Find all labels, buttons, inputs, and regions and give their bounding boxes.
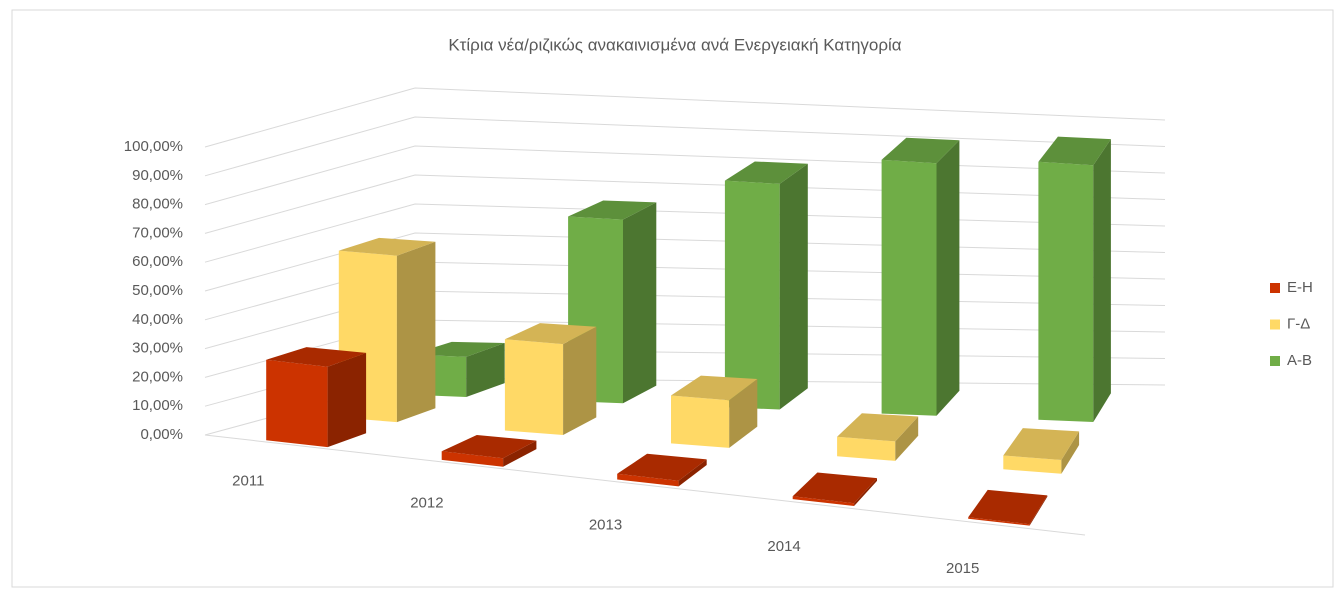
bar bbox=[504, 323, 597, 435]
bar-front bbox=[881, 159, 937, 416]
bar-front bbox=[837, 436, 896, 461]
bar-side bbox=[563, 326, 597, 435]
bar-side bbox=[623, 202, 657, 404]
bar-side bbox=[936, 140, 960, 416]
bar-side bbox=[779, 163, 808, 410]
legend-label: Ε-Η bbox=[1287, 279, 1313, 296]
bar-top bbox=[1038, 136, 1111, 166]
y-tick-label: 80,00% bbox=[132, 196, 183, 213]
bar-top bbox=[671, 375, 758, 401]
y-tick-label: 70,00% bbox=[132, 224, 183, 241]
chart-title: Κτίρια νέα/ριζικώς ανακαινισμένα ανά Ενε… bbox=[448, 35, 901, 54]
chart-border bbox=[11, 9, 1334, 588]
legend-label: Α-Β bbox=[1287, 352, 1312, 369]
bar bbox=[881, 137, 960, 416]
bar-side bbox=[396, 241, 436, 423]
bar-front bbox=[617, 473, 679, 487]
y-tick-label: 50,00% bbox=[132, 282, 183, 299]
bar-top bbox=[568, 200, 657, 220]
bar bbox=[1038, 136, 1111, 422]
bar-side bbox=[503, 440, 537, 467]
bar-side bbox=[466, 343, 505, 397]
x-tick-label: 2012 bbox=[410, 494, 443, 511]
y-tick-label: 60,00% bbox=[132, 253, 183, 270]
bar-front bbox=[504, 339, 564, 435]
x-tick-label: 2014 bbox=[767, 538, 800, 555]
bar-top bbox=[837, 413, 919, 442]
y-tick-label: 20,00% bbox=[132, 368, 183, 385]
bar-front bbox=[968, 517, 1030, 526]
bar-top bbox=[968, 489, 1048, 525]
bar-side bbox=[854, 478, 877, 506]
bar bbox=[724, 161, 808, 410]
bar-top bbox=[792, 472, 877, 504]
grid-line bbox=[204, 87, 1166, 148]
bar-top bbox=[724, 161, 808, 184]
bar-side bbox=[729, 379, 758, 448]
bar-top bbox=[441, 435, 537, 459]
bar-front bbox=[1038, 161, 1094, 422]
bar-front bbox=[792, 496, 855, 506]
bar-front bbox=[1003, 455, 1062, 474]
y-tick-label: 30,00% bbox=[132, 340, 183, 357]
bar bbox=[792, 472, 877, 506]
y-tick-label: 10,00% bbox=[132, 397, 183, 414]
bar-top bbox=[617, 453, 707, 481]
legend-label: Γ-Δ bbox=[1287, 315, 1310, 332]
bar-side bbox=[678, 459, 707, 487]
bar-top bbox=[266, 347, 367, 367]
bar-top bbox=[338, 237, 436, 256]
y-tick-label: 100,00% bbox=[124, 138, 183, 155]
bar-top bbox=[1003, 428, 1080, 460]
bar bbox=[1003, 428, 1080, 474]
bar-front bbox=[724, 180, 780, 410]
bar-top bbox=[504, 323, 597, 345]
bar bbox=[266, 347, 367, 448]
y-tick-label: 40,00% bbox=[132, 311, 183, 328]
bar bbox=[671, 375, 758, 448]
bar bbox=[968, 489, 1048, 526]
floor-edge bbox=[204, 434, 1086, 536]
grid-line bbox=[204, 116, 1166, 177]
bar bbox=[441, 435, 537, 467]
bar-side bbox=[327, 352, 367, 448]
x-tick-label: 2015 bbox=[946, 560, 979, 577]
y-tick-label: 0,00% bbox=[140, 426, 183, 443]
bar-front bbox=[266, 359, 328, 448]
bar bbox=[837, 413, 919, 461]
bar-top bbox=[881, 137, 960, 164]
bar-side bbox=[1061, 431, 1080, 474]
bar-side bbox=[895, 416, 919, 461]
y-tick-label: 90,00% bbox=[132, 167, 183, 184]
bar-side bbox=[1029, 495, 1048, 526]
bar-side bbox=[1093, 139, 1111, 422]
bar-front bbox=[441, 451, 504, 467]
legend-swatch bbox=[1270, 283, 1280, 293]
legend-swatch bbox=[1270, 319, 1280, 330]
bar-front bbox=[671, 395, 730, 448]
x-tick-label: 2011 bbox=[232, 473, 264, 490]
x-tick-label: 2013 bbox=[589, 516, 622, 533]
bar bbox=[617, 453, 707, 487]
legend-swatch bbox=[1270, 356, 1280, 366]
